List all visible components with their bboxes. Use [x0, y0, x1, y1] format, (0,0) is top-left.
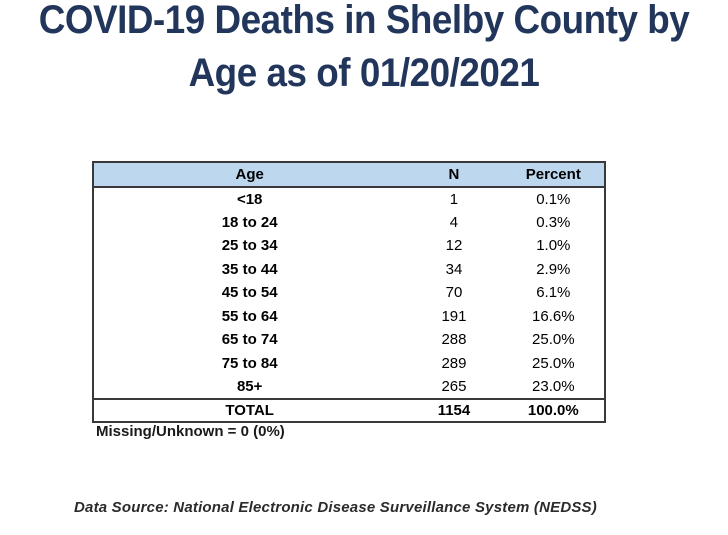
n-cell: 1: [449, 190, 459, 208]
percent-cell: 25.0%: [532, 354, 575, 372]
table-row: 18 to 24 4 0.3%: [93, 211, 605, 235]
table-header-row: Age N Percent: [93, 162, 605, 188]
n-cell: 12: [445, 237, 463, 255]
percent-cell: 23.0%: [532, 377, 575, 395]
title-line-1: COVID-19 Deaths in Shelby County by: [38, 0, 690, 42]
age-cell: 85+: [236, 377, 263, 395]
percent-cell: 25.0%: [532, 331, 575, 349]
data-source-note: Data Source: National Electronic Disease…: [74, 499, 597, 516]
table-row: 65 to 74 288 25.0%: [93, 328, 605, 352]
age-cell: 35 to 44: [221, 260, 278, 278]
n-cell: 4: [449, 213, 459, 231]
n-cell: 288: [441, 331, 467, 349]
total-label-cell: TOTAL: [93, 397, 406, 422]
total-percent-cell: 100.0%: [502, 397, 605, 422]
percent-cell: 2.9%: [536, 260, 571, 278]
header-cell-n: N: [405, 162, 503, 188]
table-row: <18 1 0.1%: [93, 187, 605, 211]
age-cell: 65 to 74: [221, 331, 278, 349]
percent-cell: 0.3%: [536, 213, 571, 231]
age-cell: 18 to 24: [221, 213, 278, 231]
age-deaths-table: Age N Percent <18 1 0.1% 18 to 24 4 0.3% 25 to…: [92, 161, 606, 423]
page-title: COVID-19 Deaths in Shelby County by Age …: [29, 0, 699, 100]
percent-cell: 1.0%: [536, 237, 571, 255]
age-cell: 45 to 54: [221, 284, 278, 302]
percent-cell: 6.1%: [536, 284, 571, 302]
n-cell: 289: [441, 354, 467, 372]
table-row: 25 to 34 12 1.0%: [93, 234, 605, 258]
age-cell: 25 to 34: [221, 237, 278, 255]
missing-unknown-footnote: Missing/Unknown = 0 (0%): [96, 423, 285, 440]
percent-cell: 0.1%: [536, 190, 571, 208]
header-cell-percent: Percent: [502, 162, 605, 188]
n-cell: 265: [441, 377, 467, 395]
table-row: 55 to 64 191 16.6%: [93, 305, 605, 329]
table-row: 45 to 54 70 6.1%: [93, 281, 605, 305]
table-row: 35 to 44 34 2.9%: [93, 258, 605, 282]
n-cell: 70: [445, 284, 463, 302]
n-cell: 34: [445, 260, 463, 278]
total-row: TOTAL 1154 100.0%: [93, 397, 605, 422]
age-cell: 75 to 84: [221, 354, 278, 372]
table-row: 85+ 265 23.0%: [93, 375, 605, 399]
table-row: 75 to 84 289 25.0%: [93, 352, 605, 376]
n-cell: 191: [441, 307, 467, 325]
percent-cell: 16.6%: [532, 307, 575, 325]
age-cell: <18: [236, 190, 263, 208]
age-cell: 55 to 64: [221, 307, 278, 325]
header-cell-age: Age: [93, 162, 406, 188]
title-line-2: Age as of 01/20/2021: [188, 51, 540, 95]
total-n-cell: 1154: [405, 397, 503, 422]
